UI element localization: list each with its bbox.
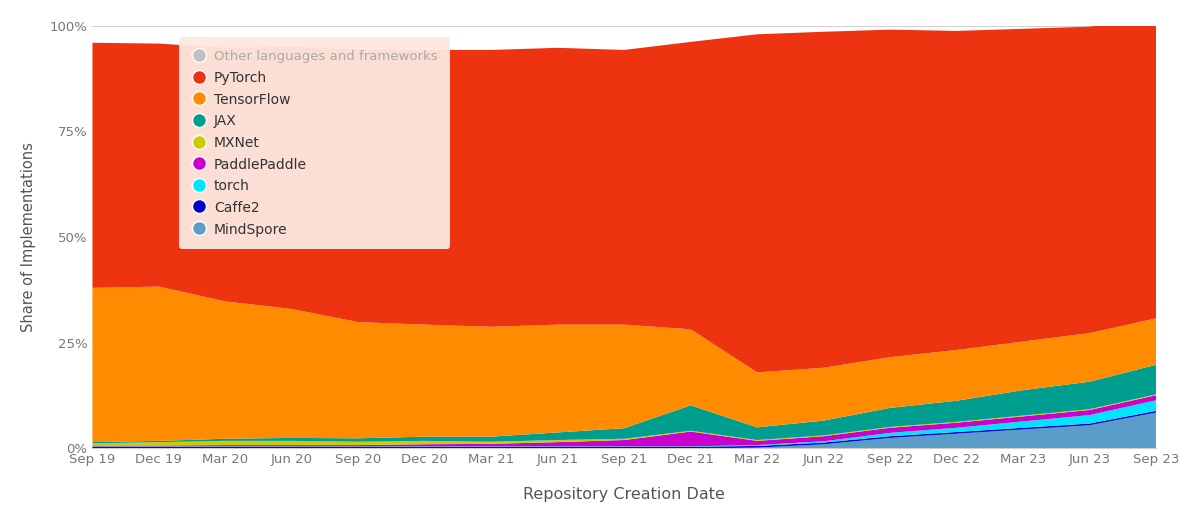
Y-axis label: Share of Implementations: Share of Implementations (20, 142, 36, 332)
Legend: Other languages and frameworks, PyTorch, TensorFlow, JAX, MXNet, PaddlePaddle, t: Other languages and frameworks, PyTorch,… (179, 37, 450, 249)
X-axis label: Repository Creation Date: Repository Creation Date (523, 487, 725, 502)
